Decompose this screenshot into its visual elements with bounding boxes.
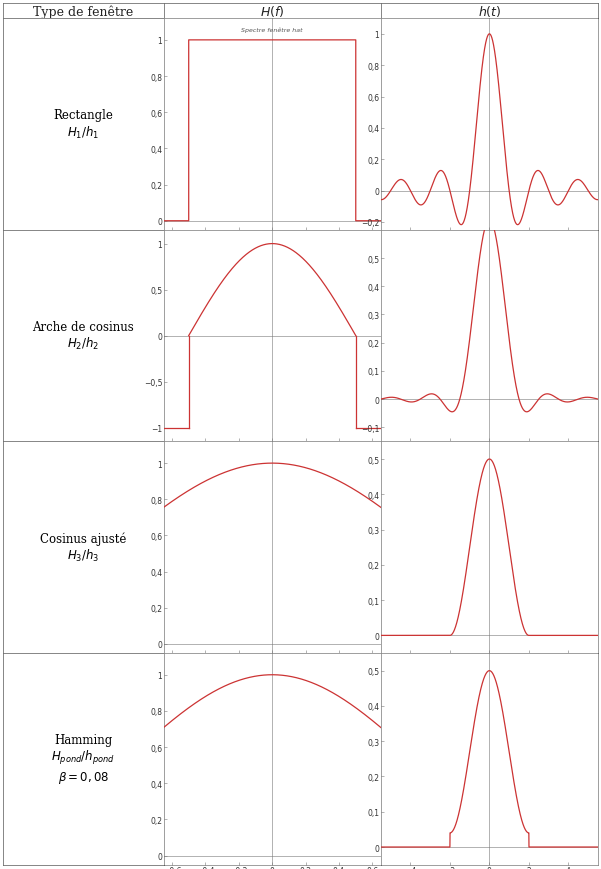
Text: Hamming
$H_{pond}/h_{pond}$
$\beta = 0,08$: Hamming $H_{pond}/h_{pond}$ $\beta = 0,0… [51,733,115,785]
Text: Arche de cosinus
$H_2/h_2$: Arche de cosinus $H_2/h_2$ [32,321,134,352]
Text: Rectangle
$H_1/h_1$: Rectangle $H_1/h_1$ [53,109,113,141]
X-axis label: f: f [270,664,273,673]
Text: $h(t)$: $h(t)$ [478,4,501,19]
Text: Type de fenêtre: Type de fenêtre [33,5,133,18]
X-axis label: t: t [488,664,491,673]
X-axis label: f: f [270,242,273,250]
X-axis label: t: t [488,242,491,250]
X-axis label: f: f [270,453,273,462]
Text: Spectre fenêtre hat: Spectre fenêtre hat [242,28,303,33]
X-axis label: t: t [488,453,491,462]
Text: Cosinus ajusté
$H_3/h_3$: Cosinus ajusté $H_3/h_3$ [40,532,127,564]
Text: $H(f)$: $H(f)$ [260,4,284,19]
